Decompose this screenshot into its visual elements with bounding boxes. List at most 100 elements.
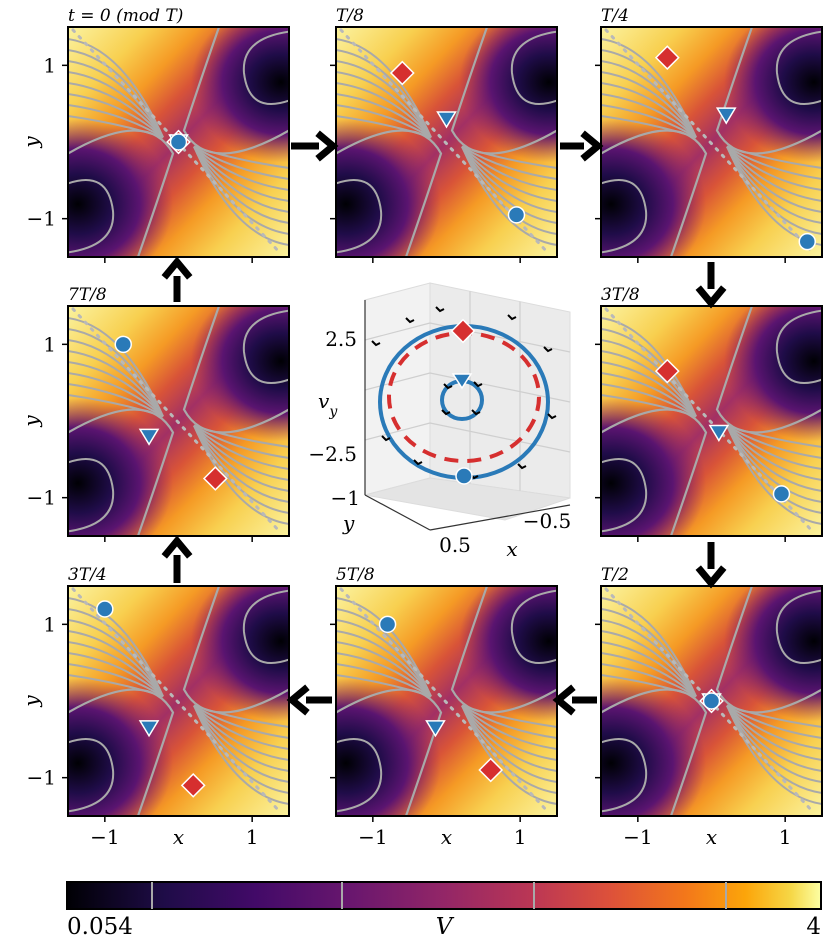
contour-line xyxy=(193,425,289,492)
contour-line xyxy=(182,27,289,155)
circle-marker xyxy=(114,335,132,354)
y-tick-label: −1 xyxy=(27,207,56,231)
contour-line xyxy=(68,178,115,254)
contour-line xyxy=(193,145,289,202)
contour-line xyxy=(601,688,708,816)
y-tick-label: 1 xyxy=(43,612,56,636)
y-tick-label: −1 xyxy=(27,766,56,790)
direction-tick xyxy=(413,459,423,466)
contour-line xyxy=(461,704,557,750)
arrow-head xyxy=(695,285,727,309)
x-tick-label: 1 xyxy=(246,825,259,849)
contour-line xyxy=(336,663,432,698)
dotted-diagonal xyxy=(604,28,816,256)
potential-well-left xyxy=(68,678,173,816)
potential-well-right xyxy=(191,27,289,163)
contour-line xyxy=(336,641,432,698)
contour-line xyxy=(193,705,289,783)
diamond-marker xyxy=(180,772,206,798)
contour-line xyxy=(336,619,432,697)
potential-well-left xyxy=(601,119,706,257)
direction-tick xyxy=(371,340,381,347)
direction-tick xyxy=(381,435,391,442)
arrow-head xyxy=(552,684,576,716)
contour-line xyxy=(68,339,164,417)
contour-line xyxy=(193,705,289,772)
contour-line xyxy=(193,425,289,503)
contour-line xyxy=(601,93,697,139)
contour-line xyxy=(182,306,289,434)
x-tick-label-3d: 0.5 xyxy=(439,533,471,557)
direction-tick xyxy=(471,409,481,416)
x-tick-label: −1 xyxy=(358,825,387,849)
flow-arrows xyxy=(161,130,727,716)
contour-line xyxy=(601,361,697,418)
contour-line xyxy=(601,663,697,698)
circle-marker xyxy=(507,206,526,224)
contour-line xyxy=(461,146,557,213)
contour-line xyxy=(193,424,289,459)
potential-well-right xyxy=(191,586,289,722)
potential-well-right xyxy=(459,586,557,722)
heatmap-panel: 3T/8 xyxy=(595,285,823,542)
contour-line xyxy=(336,652,432,698)
heatmap-panel: 7T/8 1 −1 y xyxy=(19,285,290,542)
diamond-marker xyxy=(478,757,504,783)
contour-line xyxy=(68,630,164,697)
panel-title: T/4 xyxy=(601,6,629,26)
contour-line xyxy=(601,178,648,254)
contour-line xyxy=(601,60,697,138)
direction-tick xyxy=(473,381,483,388)
contour-line xyxy=(336,93,432,139)
flow-arrow xyxy=(291,130,339,162)
contour-line xyxy=(601,652,697,698)
x-tick-label: −1 xyxy=(90,825,119,849)
direction-tick xyxy=(443,383,453,390)
phase-space-inset: 2.5 −2.5 vy −1y 0.5 −0.5x xyxy=(308,282,571,561)
contour-line xyxy=(461,146,557,246)
contour-line xyxy=(726,425,822,503)
contour-line xyxy=(726,146,822,224)
colorbar-label: V xyxy=(436,914,455,940)
contour-line xyxy=(68,619,164,697)
x-tick-label: 1 xyxy=(514,825,527,849)
contour-line xyxy=(601,129,708,257)
contour-line xyxy=(450,586,557,714)
potential-well-right xyxy=(724,27,822,163)
grid-line xyxy=(364,372,431,391)
contour-line xyxy=(510,30,557,106)
pane-floor xyxy=(364,477,571,521)
panel-title: t = 0 (mod T) xyxy=(68,6,183,26)
contour-line xyxy=(726,145,822,180)
panels: t = 0 (mod T)1−1yT/8 T/47T/81−1y3T/83T/41… xyxy=(19,6,823,849)
contour-line xyxy=(601,619,697,697)
contour-line xyxy=(242,589,289,665)
contour-line xyxy=(461,145,557,202)
circle-marker xyxy=(169,133,188,151)
x-axis-label: x xyxy=(173,825,184,849)
contour-line xyxy=(775,589,822,665)
direction-tick xyxy=(405,317,415,324)
contour-line xyxy=(461,146,557,224)
contour-line xyxy=(601,408,708,536)
contour-line xyxy=(68,372,164,418)
panel-frame xyxy=(67,305,290,537)
panel-title: 3T/8 xyxy=(601,285,640,305)
contour-line xyxy=(461,704,557,739)
contour-line xyxy=(193,704,289,761)
contour-line xyxy=(715,586,822,714)
grid-line xyxy=(429,422,571,453)
contour-line xyxy=(601,350,697,417)
heatmap-panel: T/8 xyxy=(330,6,558,263)
colorbar-min-label: 0.054 xyxy=(67,914,133,940)
panel-frame xyxy=(600,26,823,258)
direction-tick xyxy=(517,463,527,470)
contour-line xyxy=(601,82,697,139)
contour-line xyxy=(68,82,164,139)
grid-line xyxy=(364,322,431,341)
y-tick-label: 1 xyxy=(43,332,56,356)
contour-line xyxy=(336,49,432,138)
contour-line xyxy=(601,608,697,697)
contour-line xyxy=(336,60,432,138)
panel-title: 3T/4 xyxy=(68,565,107,585)
